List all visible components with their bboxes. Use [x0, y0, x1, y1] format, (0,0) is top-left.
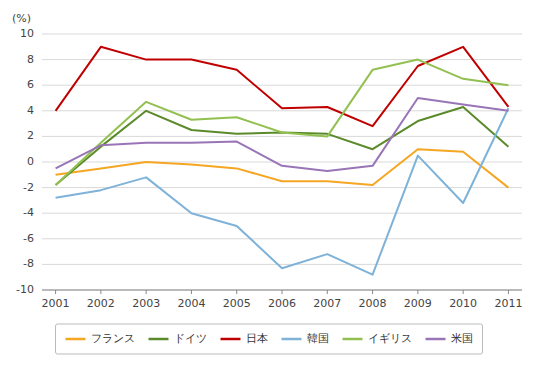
y-tick-label: 2 [27, 129, 34, 142]
x-tick [508, 290, 509, 294]
legend-label: 韓国 [307, 332, 329, 345]
legend-swatch [426, 338, 446, 341]
legend-swatch [66, 338, 86, 341]
grid-line [42, 59, 522, 60]
y-axis-label: (%) [12, 12, 31, 25]
legend-label: 米国 [451, 332, 473, 345]
series-line [56, 107, 509, 185]
x-tick-label: 2004 [177, 297, 205, 310]
y-tick-label: 6 [27, 78, 34, 91]
legend-item: ドイツ [149, 332, 207, 345]
legend-label: イギリス [368, 332, 412, 345]
x-tick-label: 2010 [449, 297, 477, 310]
series-line [56, 98, 509, 171]
grid-line [42, 85, 522, 86]
x-tick [55, 290, 56, 294]
legend-swatch [282, 338, 302, 341]
y-tick-label: -4 [23, 206, 34, 219]
chart: -10 -8 -6 -4 -2 0 2 4 6 8 10 (%) 2001 2002 2003 2004 200… [0, 0, 538, 368]
grid-line [42, 213, 522, 214]
legend-swatch [343, 338, 363, 341]
series-line [56, 60, 509, 185]
x-tick-label: 2006 [268, 297, 296, 310]
legend-swatch [221, 338, 241, 341]
legend-swatch [149, 338, 169, 341]
x-tick-label: 2011 [494, 297, 522, 310]
legend-label: フランス [91, 332, 135, 345]
grid-line [42, 264, 522, 265]
series-line [56, 149, 509, 187]
x-tick-label: 2005 [223, 297, 251, 310]
x-tick-label: 2007 [313, 297, 341, 310]
y-tick-label: 10 [20, 27, 34, 40]
x-tick [100, 290, 101, 294]
x-tick [282, 290, 283, 294]
x-tick-label: 2003 [132, 297, 160, 310]
legend-item: 韓国 [282, 332, 329, 345]
x-tick [191, 290, 192, 294]
lines [56, 47, 509, 275]
series-line [56, 47, 509, 126]
y-tick-label: 8 [27, 53, 34, 66]
legend-item: 日本 [221, 332, 268, 345]
legend-item: フランス [66, 332, 135, 345]
y-tick-label: 4 [27, 104, 34, 117]
legend-item: 米国 [426, 332, 473, 345]
grid-line [42, 162, 522, 163]
grid-line [42, 238, 522, 239]
x-tick-label: 2001 [42, 297, 70, 310]
x-tick-label: 2002 [87, 297, 115, 310]
x-tick [327, 290, 328, 294]
x-tick [372, 290, 373, 294]
grid-line [42, 34, 522, 35]
x-tick [417, 290, 418, 294]
y-tick-label: -2 [23, 181, 34, 194]
legend-label: ドイツ [174, 332, 207, 345]
y-tick-label: -6 [23, 232, 34, 245]
grid [42, 34, 522, 290]
legend: フランス ドイツ 日本 韓国 イギリス 米国 [56, 324, 483, 354]
legend-box [56, 324, 483, 354]
x-tick-label: 2008 [359, 297, 387, 310]
legend-label: 日本 [246, 332, 268, 345]
x-tick [463, 290, 464, 294]
y-tick-label: -8 [23, 257, 34, 270]
legend-item: イギリス [343, 332, 412, 345]
x-tick [146, 290, 147, 294]
x-tick-label: 2009 [404, 297, 432, 310]
y-tick-label: -10 [16, 283, 34, 296]
y-tick-label: 0 [27, 155, 34, 168]
x-tick [236, 290, 237, 294]
